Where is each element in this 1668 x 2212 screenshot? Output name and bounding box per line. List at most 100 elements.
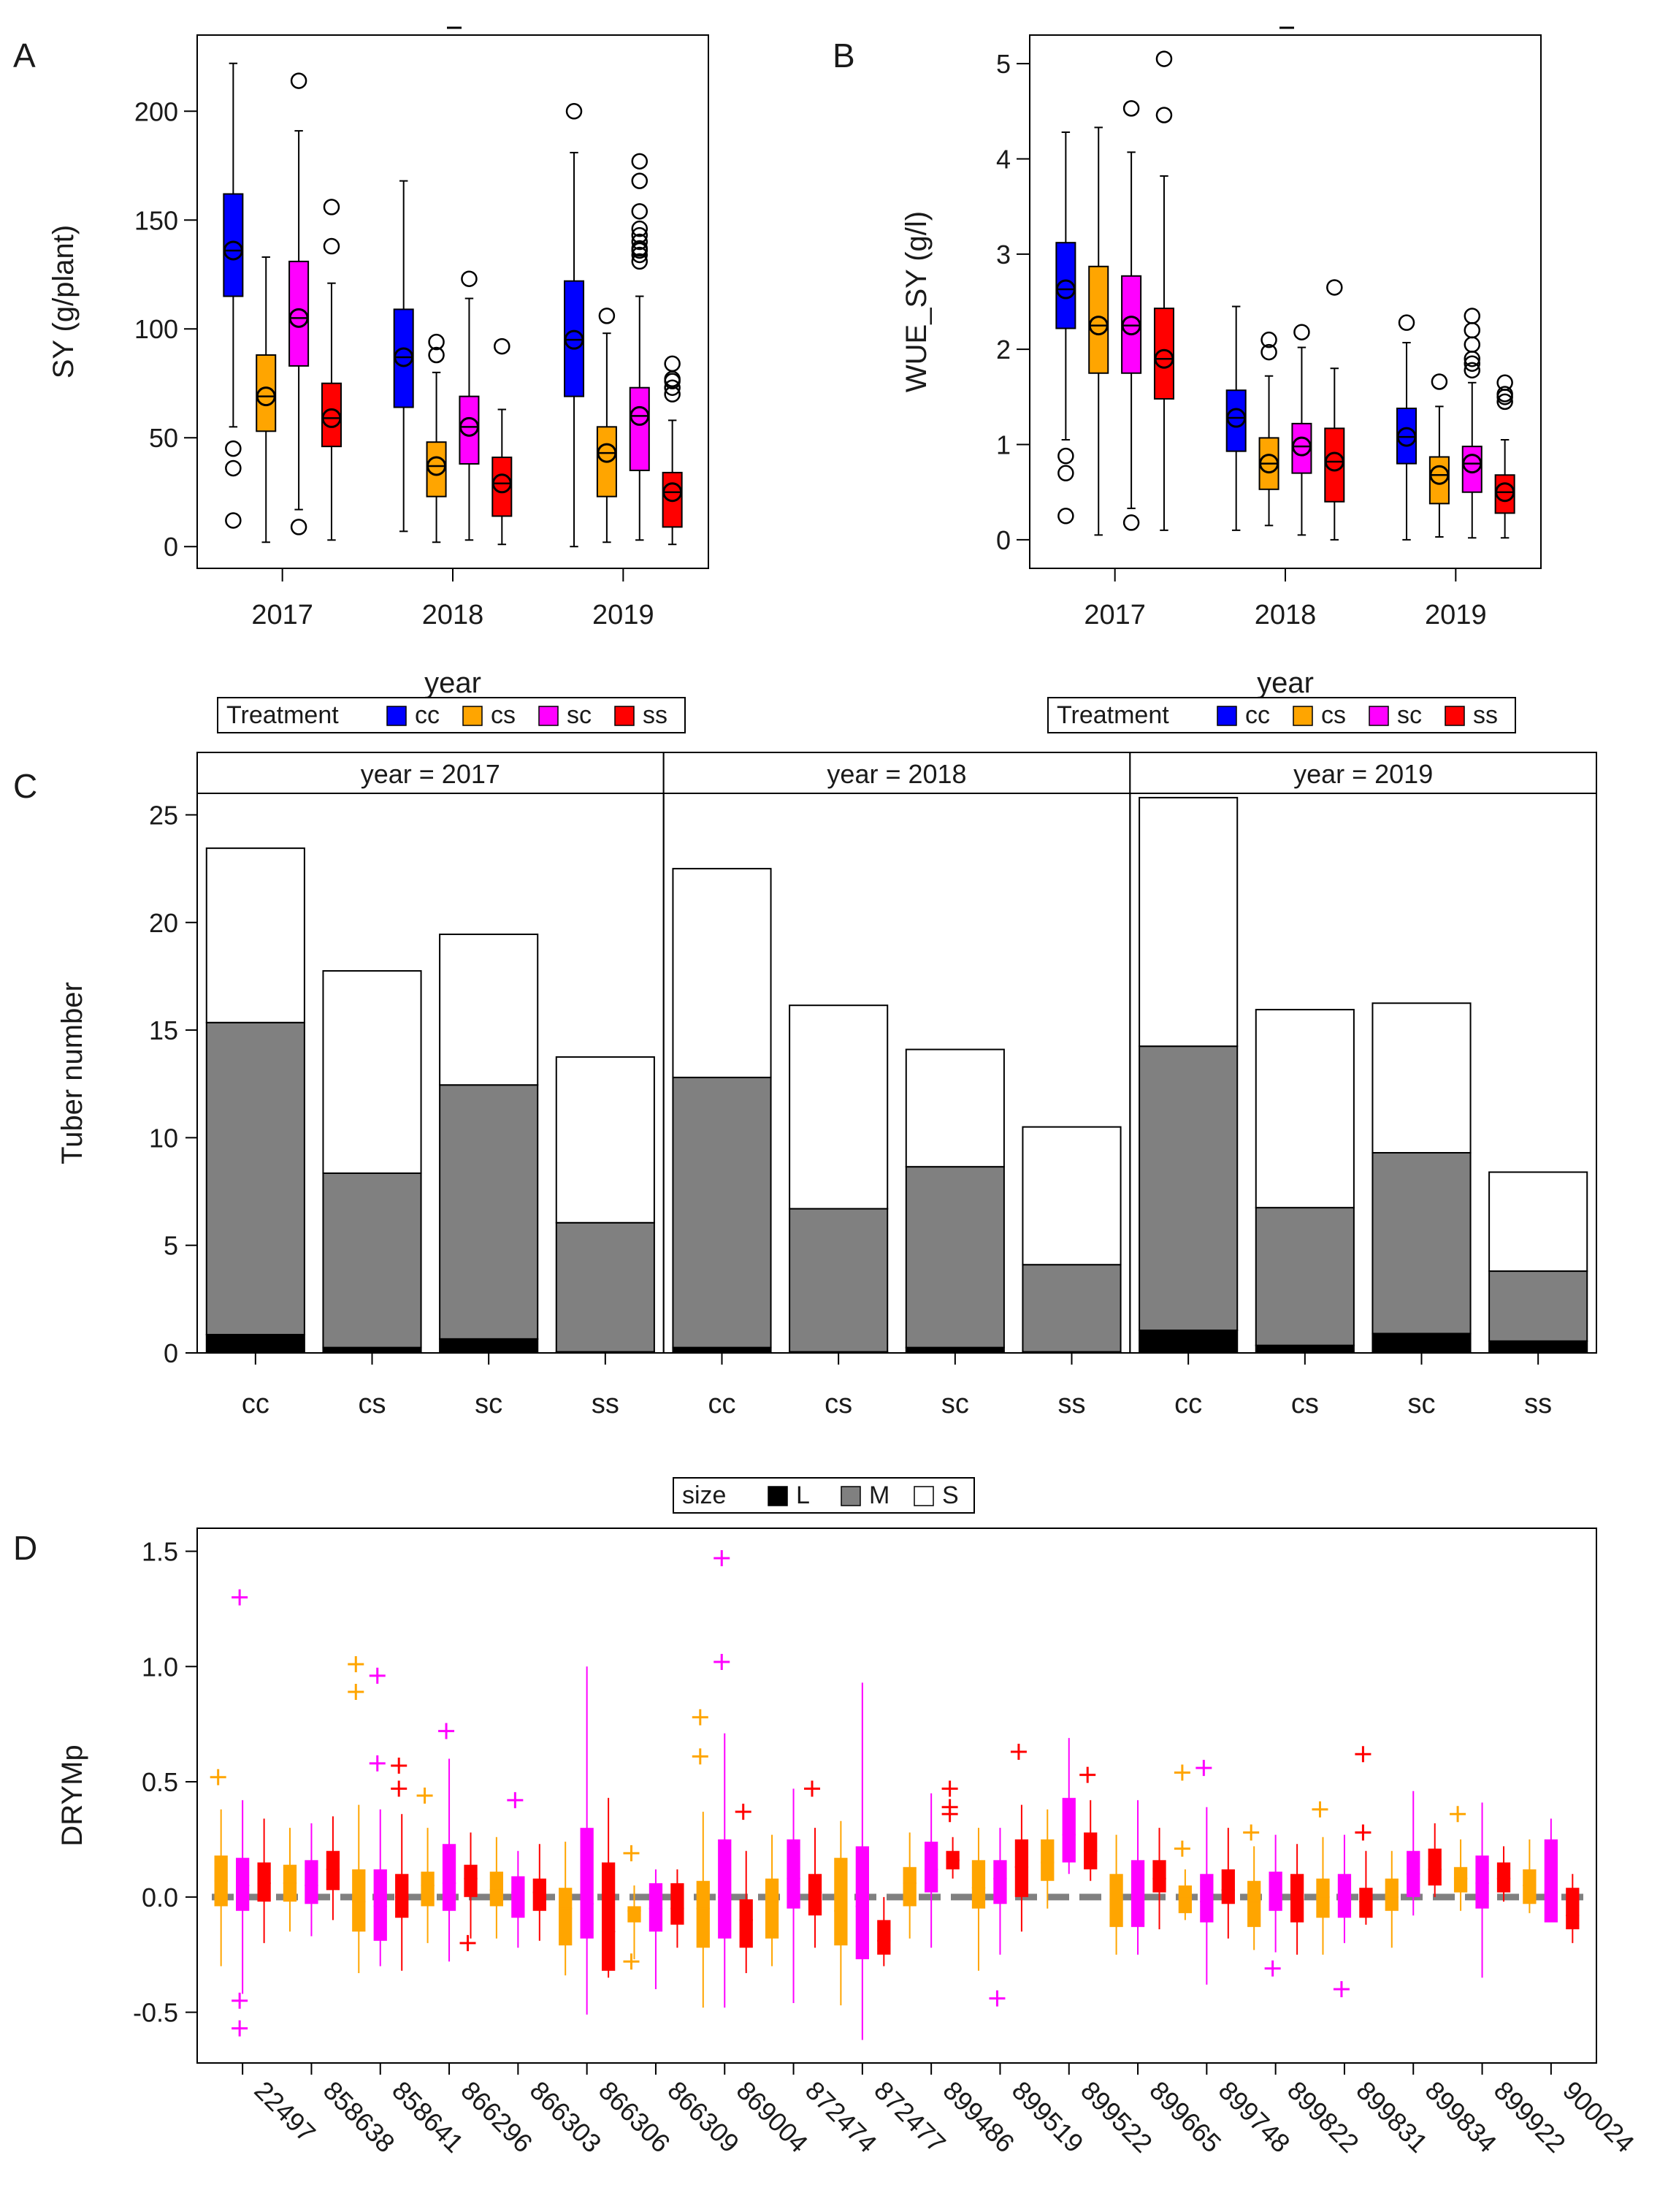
bar-M-sc (905, 1166, 1005, 1349)
box-sc-900024-box (1544, 1839, 1558, 1923)
y-axis-title: SY (g/plant) (47, 225, 80, 379)
box-sc-2017-box (1121, 275, 1142, 374)
box-ss-899922 (1496, 1846, 1511, 1902)
box-sc-2019-outlier (631, 203, 649, 220)
box-ss-2019-outlier (1496, 374, 1513, 392)
box-ss-899522-outlier (1079, 1766, 1096, 1783)
box-cs-858641-outlier (348, 1656, 364, 1673)
box-sc-858638-box (305, 1860, 318, 1904)
x-tick-label: sc (475, 1389, 502, 1419)
box-ss-2017-outlier (1155, 50, 1173, 67)
box-cc-2018-mean (394, 347, 414, 367)
box-ss-866306 (601, 1798, 616, 1978)
box-cs-899922-box (1453, 1866, 1468, 1893)
bar-S-cc (205, 847, 305, 1023)
box-cs-866296-outlier (416, 1788, 433, 1804)
box-ss-866296-outlier (459, 1934, 476, 1951)
bar-S-sc (905, 1048, 1005, 1168)
box-ss-899519 (1010, 1744, 1029, 1932)
box-ss-869004-outlier (735, 1804, 751, 1820)
box-sc-22497 (232, 1589, 250, 2037)
box-ss-899748-box (1221, 1869, 1235, 1904)
box-ss-2019-box (1494, 474, 1515, 514)
legend-label-L: L (796, 1481, 810, 1509)
treatment-legend: Treatment cc cs sc ss (217, 697, 686, 733)
y-axis-title: DRYMp (56, 1744, 88, 1846)
box-cs-2018-outlier (1260, 331, 1277, 348)
x-tick-label: cc (1174, 1389, 1202, 1419)
box-cs-866309 (623, 1845, 641, 1970)
box-cs-899831-outlier (1312, 1801, 1328, 1818)
box-ss-2019-mean (662, 482, 683, 503)
box-cs-872477 (834, 1820, 848, 2006)
box-sc-872474 (787, 1788, 800, 2003)
box-cs-872477-box (834, 1858, 848, 1946)
box-ss-2019 (662, 355, 683, 546)
y-tick-label: 10 (149, 1123, 178, 1153)
box-ss-2017-outlier (323, 237, 340, 255)
box-cs-900024 (1523, 1839, 1537, 1913)
box-cs-869004 (692, 1709, 710, 2008)
box-cs-866309-outlier (623, 1845, 640, 1861)
box-ss-872474 (804, 1780, 822, 1948)
x-tick-label: 869004 (731, 2075, 814, 2159)
box-sc-872477-box (855, 1846, 869, 1960)
legend-swatch-cc (386, 706, 407, 726)
box-sc-2017-mean (1121, 316, 1141, 336)
box-ss-2019 (1494, 374, 1515, 539)
bar-S-ss (1488, 1171, 1588, 1273)
box-cs-2019 (1428, 373, 1450, 538)
box-sc-899519 (989, 1828, 1007, 2007)
box-cs-899822-box (1247, 1880, 1261, 1927)
box-sc-899822-outlier (1264, 1960, 1281, 1977)
x-tick-label: cs (825, 1389, 852, 1419)
box-cs-2019-mean (597, 443, 617, 463)
panel-D: D-0.50.00.51.01.5DRYMp224978586388586418… (13, 1528, 1640, 2159)
box-ss-872477-box (877, 1920, 891, 1955)
box-ss-2017-mean (1154, 348, 1174, 369)
box-sc-2017-outlier (1122, 100, 1140, 117)
plot-frame (196, 1528, 1597, 2064)
box-cc-2017-outlier (225, 512, 242, 529)
box-sc-899922-box (1475, 1856, 1489, 1909)
bar-L-sc (439, 1338, 539, 1354)
box-cc-2019-outlier (565, 103, 583, 120)
box-ss-2018-box (1324, 427, 1345, 503)
box-sc-899822-box (1269, 1872, 1282, 1911)
y-axis-title: WUE_SY (g/l) (900, 211, 933, 392)
box-sc-869004-box (718, 1839, 732, 1939)
box-cs-899831 (1312, 1801, 1330, 1955)
panel-A: A 0 50 100 150 200 SY (g/plant) 2017 2018 2019 yea… (13, 26, 709, 699)
bar-M-cs (322, 1172, 422, 1349)
x-tick-label: 2017 (251, 600, 313, 630)
panel-letter: B (833, 37, 855, 75)
y-tick-label: 0.0 (142, 1883, 178, 1912)
y-tick-label: 2 (996, 335, 1011, 365)
bar-M-cc (205, 1021, 305, 1335)
box-sc-899486-box (925, 1842, 938, 1893)
bar-L-cc (1139, 1330, 1239, 1354)
box-ss-2019-mean (1495, 482, 1515, 503)
box-cc-2017-mean (1055, 279, 1076, 300)
y-tick-label: 0 (164, 532, 178, 562)
box-ss-22497-box (257, 1862, 271, 1902)
box-sc-2019 (629, 153, 650, 541)
x-tick-label: cs (1291, 1389, 1319, 1419)
x-tick-label: 858641 (386, 2075, 470, 2159)
box-cs-899922 (1450, 1806, 1468, 1911)
box-sc-858641-outlier (369, 1755, 386, 1771)
box-cs-2019-outlier (598, 308, 616, 324)
box-ss-869004 (735, 1804, 753, 1973)
bar-S-cs (1255, 1009, 1355, 1209)
box-cs-2018-outlier (428, 333, 445, 351)
box-sc-899522-box (1062, 1798, 1076, 1863)
bar-M-ss (1022, 1264, 1122, 1353)
legend-label-cs: cs (1321, 701, 1346, 729)
box-sc-866303-box (511, 1876, 525, 1918)
box-cc-2019-outlier (1398, 314, 1415, 331)
box-cc-2017-mean (223, 240, 243, 261)
box-sc-866303 (507, 1792, 525, 1948)
box-cs-899486 (903, 1832, 917, 1939)
legend-swatch-L (768, 1486, 788, 1506)
